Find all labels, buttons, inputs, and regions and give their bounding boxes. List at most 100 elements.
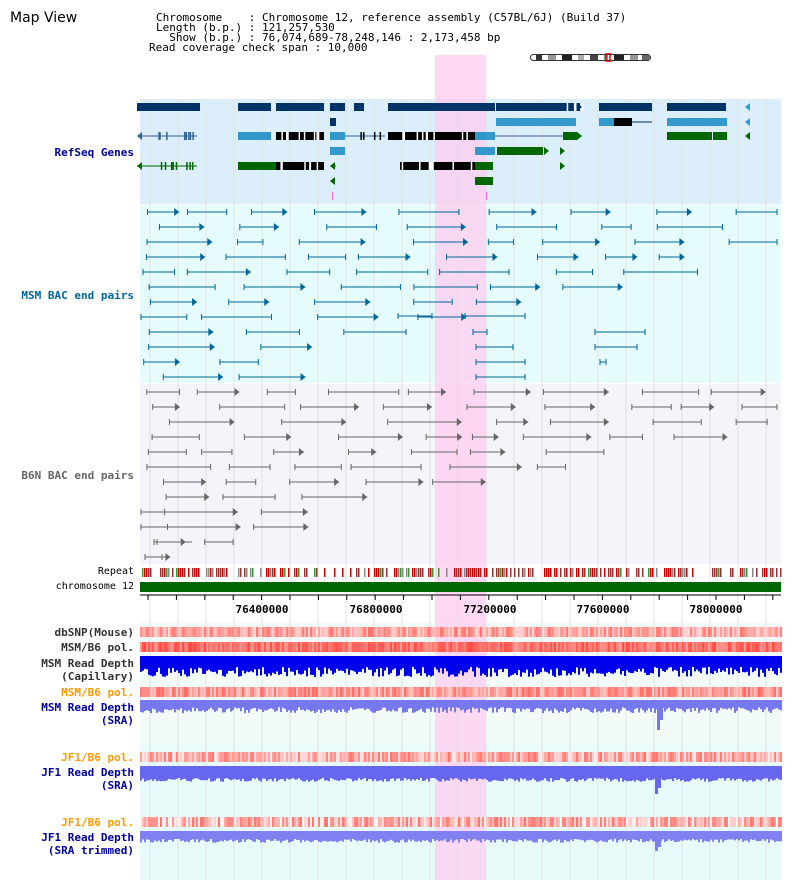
jf1-b6-pol-heat (404, 752, 406, 762)
jf1-b6-pol-heat (574, 817, 576, 827)
msm-depth-sra-bar (738, 700, 740, 708)
dbsnp-heat (690, 627, 692, 637)
jf1-depth-trimmed-bar (714, 831, 716, 840)
jf1-b6-pol-heat (208, 752, 210, 762)
track-label-b6n-bac[interactable]: B6N BAC end pairs (21, 469, 134, 482)
msm-b6-pol-heat (404, 687, 406, 697)
dbsnp-heat (488, 627, 490, 637)
msm-b6-pol-heat (174, 642, 176, 652)
jf1-b6-pol-heat (532, 817, 534, 827)
repeat-mark (168, 568, 170, 577)
msm-b6-pol-heat (426, 642, 428, 652)
jf1-b6-pol-heat (730, 752, 732, 762)
jf1-b6-pol-heat (362, 752, 364, 762)
msm-depth-sra-bar (316, 700, 318, 712)
b6n-bac-pair-arrow (334, 478, 340, 486)
jf1-b6-pol-heat (214, 817, 216, 827)
msm-depth-capillary-bar (202, 656, 204, 674)
track-label-refseq[interactable]: RefSeq Genes (54, 146, 134, 159)
jf1-b6-pol-heat (756, 752, 758, 762)
msm-depth-capillary-bar (452, 656, 454, 675)
dbsnp-heat (438, 627, 440, 637)
dbsnp-heat (760, 627, 762, 637)
jf1-depth-sra-bar (164, 766, 166, 782)
msm-depth-sra-bar (512, 700, 514, 713)
jf1-b6-pol-heat (236, 752, 238, 762)
jf1-depth-sra-bar (704, 766, 706, 782)
jf1-depth-sra-bar (610, 766, 612, 782)
dbsnp-heat (776, 627, 778, 637)
jf1-depth-sra-bar (238, 766, 240, 780)
jf1-b6-pol-heat (644, 752, 646, 762)
jf1-b6-pol-heat (718, 817, 720, 827)
repeat-mark (280, 568, 282, 577)
dbsnp-heat (658, 627, 660, 637)
repeat-mark (566, 568, 568, 577)
msm-b6-pol-heat (378, 687, 380, 697)
jf1-b6-pol-heat (700, 817, 702, 827)
jf1-depth-trimmed-bar (586, 831, 588, 841)
msm-depth-capillary-bar (380, 656, 382, 669)
jf1-depth-sra-bar (350, 766, 352, 779)
jf1-b6-pol-heat (524, 752, 526, 762)
msm-depth-capillary-bar (264, 656, 266, 675)
jf1-depth-trimmed-bar (446, 831, 448, 843)
jf1-b6-pol-heat (570, 752, 572, 762)
dbsnp-heat (548, 627, 550, 637)
jf1-b6-pol-heat (766, 752, 768, 762)
dbsnp-heat (370, 627, 372, 637)
dbsnp-heat (328, 627, 330, 637)
jf1-b6-pol-heat (512, 817, 514, 827)
msm-b6-pol-heat (400, 642, 402, 652)
jf1-b6-pol-heat (320, 817, 322, 827)
header-chromosome: Chromosome : Chromosome 12, reference as… (156, 11, 627, 24)
dbsnp-heat (268, 627, 270, 637)
msm-depth-sra-bar (584, 700, 586, 709)
msm-b6-pol-heat (554, 687, 556, 697)
dbsnp-heat (360, 627, 362, 637)
jf1-b6-pol-heat (176, 817, 178, 827)
msm-depth-capillary-bar (612, 656, 614, 674)
msm-depth-sra-bar (664, 700, 666, 712)
dbsnp-heat (534, 627, 536, 637)
msm-b6-pol-heat (496, 642, 498, 652)
msm-b6-pol-heat (656, 687, 658, 697)
msm-b6-pol-heat (634, 642, 636, 652)
jf1-b6-pol-heat (664, 817, 666, 827)
dbsnp-heat (312, 627, 314, 637)
msm-b6-pol-heat (688, 642, 690, 652)
jf1-b6-pol-heat (294, 817, 296, 827)
dbsnp-heat (398, 627, 400, 637)
msm-depth-capillary-bar (266, 656, 268, 677)
jf1-depth-trimmed-bar (356, 831, 358, 842)
msm-b6-pol-heat (244, 642, 246, 652)
chromosome-ideogram[interactable] (530, 53, 652, 62)
jf1-depth-trimmed-bar (382, 831, 384, 842)
jf1-b6-pol-heat (438, 752, 440, 762)
msm-b6-pol-heat (164, 642, 166, 652)
msm-b6-pol-heat (158, 687, 160, 697)
msm-b6-pol-heat (626, 642, 628, 652)
jf1-depth-sra-bar (612, 766, 614, 780)
repeat-mark (548, 568, 550, 577)
track-label-msm-bac[interactable]: MSM BAC end pairs (21, 289, 134, 302)
refseq-gene (137, 103, 200, 111)
msm-b6-pol-heat (750, 642, 752, 652)
msm-b6-pol-heat (566, 687, 568, 697)
repeat-mark (398, 568, 400, 577)
msm-b6-pol-heat (584, 642, 586, 652)
msm-b6-pol-heat (170, 687, 172, 697)
dbsnp-heat (554, 627, 556, 637)
msm-depth-sra-bar (704, 700, 706, 711)
jf1-b6-pol-heat (452, 752, 454, 762)
msm-b6-pol-heat (464, 687, 466, 697)
jf1-b6-pol-heat (686, 817, 688, 827)
jf1-depth-sra-bar (496, 766, 498, 781)
msm-bac-pair-arrow (300, 373, 306, 381)
jf1-depth-trimmed-bar (248, 831, 250, 840)
msm-depth-capillary-bar (688, 656, 690, 670)
msm-b6-pol-heat (520, 687, 522, 697)
msm-depth-capillary-bar (412, 656, 414, 668)
jf1-b6-pol-heat (380, 752, 382, 762)
